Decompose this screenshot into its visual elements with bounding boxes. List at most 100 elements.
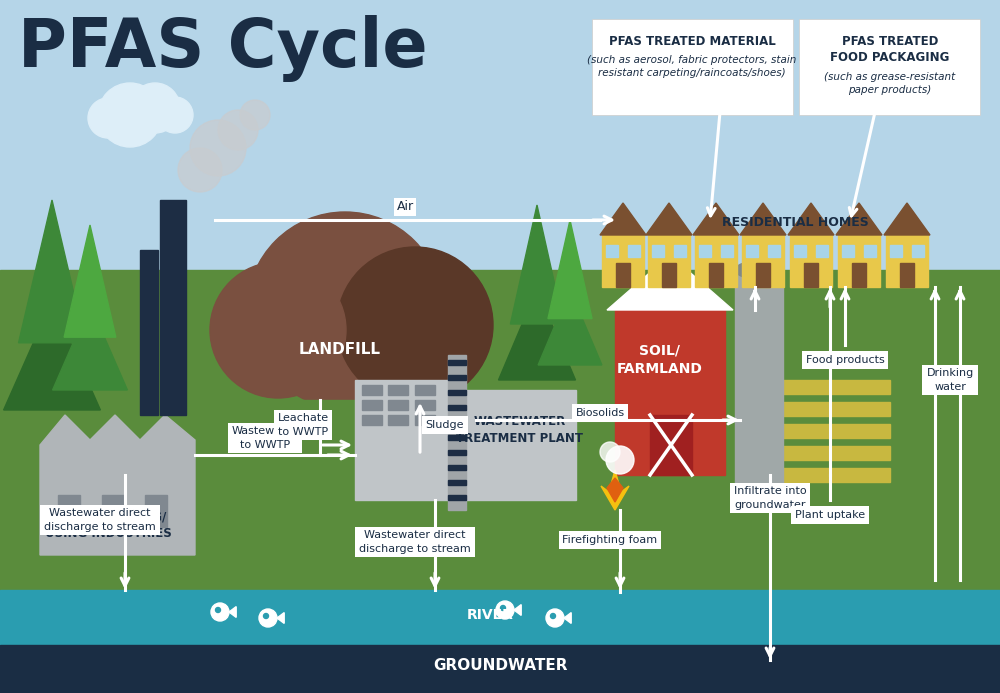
Bar xyxy=(102,495,124,527)
Circle shape xyxy=(211,603,229,621)
Circle shape xyxy=(337,247,493,403)
Bar xyxy=(804,263,818,287)
Polygon shape xyxy=(514,604,521,615)
Bar xyxy=(674,245,686,257)
Bar xyxy=(742,235,784,287)
Bar xyxy=(756,263,770,287)
Bar xyxy=(740,380,890,394)
Bar xyxy=(735,270,783,500)
Polygon shape xyxy=(646,203,692,235)
Bar xyxy=(890,245,902,257)
Text: LANDFILL: LANDFILL xyxy=(299,342,381,358)
Bar xyxy=(602,235,644,287)
Circle shape xyxy=(190,120,246,176)
Text: Infiltrate into
groundwater: Infiltrate into groundwater xyxy=(734,486,806,509)
Text: Air: Air xyxy=(396,200,414,213)
Bar xyxy=(912,245,924,257)
Circle shape xyxy=(218,110,258,150)
Circle shape xyxy=(501,606,506,611)
Polygon shape xyxy=(564,613,571,624)
Text: Wastewater direct
discharge to stream: Wastewater direct discharge to stream xyxy=(359,530,471,554)
Bar xyxy=(448,465,466,470)
Bar xyxy=(900,263,914,287)
Bar xyxy=(606,245,618,257)
Bar xyxy=(699,245,711,257)
Polygon shape xyxy=(510,205,564,324)
Text: Food products: Food products xyxy=(806,355,884,365)
Bar xyxy=(790,235,832,287)
Circle shape xyxy=(130,83,180,133)
Bar xyxy=(740,468,890,482)
Bar xyxy=(648,235,690,287)
Text: GROUNDWATER: GROUNDWATER xyxy=(433,658,567,674)
Bar xyxy=(448,375,466,380)
Polygon shape xyxy=(53,304,127,390)
Polygon shape xyxy=(600,203,646,235)
Polygon shape xyxy=(277,613,284,624)
Circle shape xyxy=(264,613,268,618)
Bar xyxy=(58,495,80,527)
Bar xyxy=(388,400,408,410)
Bar xyxy=(695,235,737,287)
Ellipse shape xyxy=(735,261,783,279)
Bar xyxy=(448,360,466,365)
Text: RIVER: RIVER xyxy=(467,608,513,622)
Text: PFAS PRODUCING/
USING INDUSTRIES: PFAS PRODUCING/ USING INDUSTRIES xyxy=(45,510,172,540)
Polygon shape xyxy=(884,203,930,235)
Circle shape xyxy=(606,446,634,474)
Bar xyxy=(721,245,733,257)
Circle shape xyxy=(178,148,222,192)
Bar xyxy=(886,235,928,287)
Polygon shape xyxy=(548,220,592,319)
Polygon shape xyxy=(64,225,116,337)
Bar xyxy=(709,263,723,287)
Circle shape xyxy=(157,97,193,133)
Bar xyxy=(448,355,466,510)
Bar xyxy=(415,415,435,425)
Bar xyxy=(140,250,158,415)
Bar xyxy=(448,480,466,485)
Bar xyxy=(448,420,466,425)
Text: (such as aerosol, fabric protectors, stain
resistant carpeting/raincoats/shoes): (such as aerosol, fabric protectors, sta… xyxy=(587,55,797,78)
Polygon shape xyxy=(4,301,100,410)
Bar xyxy=(662,263,676,287)
Bar xyxy=(740,424,890,438)
Text: Sludge: Sludge xyxy=(426,420,464,430)
Bar xyxy=(415,385,435,395)
Bar xyxy=(616,263,630,287)
FancyBboxPatch shape xyxy=(592,19,793,115)
Text: RESIDENTIAL HOMES: RESIDENTIAL HOMES xyxy=(722,216,868,229)
Bar xyxy=(650,415,692,475)
Text: Wastewater
to WWTP: Wastewater to WWTP xyxy=(232,426,298,450)
Polygon shape xyxy=(229,606,236,617)
Polygon shape xyxy=(538,290,602,365)
Bar xyxy=(0,590,1000,645)
Circle shape xyxy=(259,609,277,627)
Polygon shape xyxy=(498,289,576,380)
Circle shape xyxy=(496,601,514,619)
Circle shape xyxy=(216,608,220,613)
Bar xyxy=(362,385,382,395)
Polygon shape xyxy=(19,200,85,343)
Circle shape xyxy=(210,262,346,398)
Bar xyxy=(842,245,854,257)
Circle shape xyxy=(88,98,128,138)
Bar xyxy=(852,263,866,287)
Text: Plant uptake: Plant uptake xyxy=(795,510,865,520)
Bar xyxy=(0,645,1000,693)
Bar xyxy=(0,270,1000,590)
Bar xyxy=(448,435,466,440)
Bar xyxy=(466,390,576,500)
Bar xyxy=(448,495,466,500)
Bar xyxy=(388,415,408,425)
Text: Wastewater direct
discharge to stream: Wastewater direct discharge to stream xyxy=(44,509,156,532)
Circle shape xyxy=(550,613,556,618)
Polygon shape xyxy=(693,203,739,235)
Polygon shape xyxy=(740,203,786,235)
Polygon shape xyxy=(40,415,195,555)
Circle shape xyxy=(600,442,620,462)
Polygon shape xyxy=(601,470,629,510)
Bar xyxy=(838,235,880,287)
Bar xyxy=(746,245,758,257)
Bar xyxy=(362,415,382,425)
